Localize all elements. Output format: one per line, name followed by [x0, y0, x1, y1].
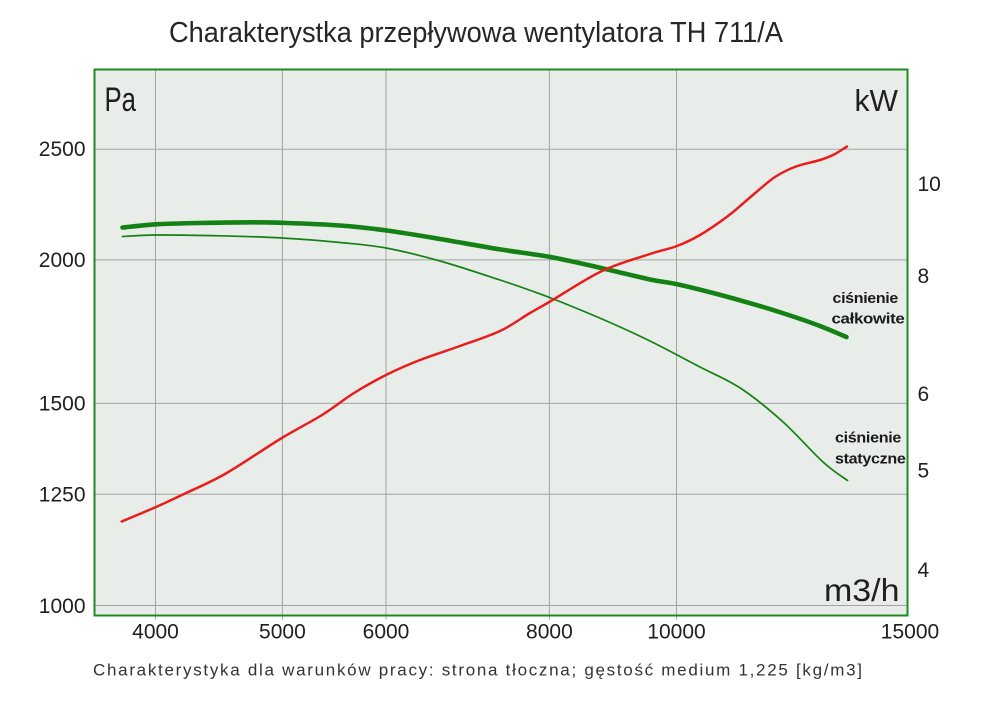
svg-text:całkowite: całkowite — [832, 311, 905, 328]
svg-text:Charakterystyka dla warunków p: Charakterystyka dla warunków pracy: stro… — [93, 660, 862, 679]
svg-text:1500: 1500 — [39, 393, 86, 416]
svg-text:6000: 6000 — [363, 621, 410, 644]
svg-text:statyczne: statyczne — [835, 451, 906, 468]
svg-text:1250: 1250 — [39, 484, 86, 507]
svg-text:ciśnienie: ciśnienie — [835, 429, 901, 446]
svg-text:15000: 15000 — [881, 621, 939, 644]
svg-text:5000: 5000 — [259, 621, 306, 644]
svg-text:10: 10 — [918, 173, 941, 196]
svg-text:8: 8 — [918, 265, 930, 288]
svg-text:5: 5 — [918, 460, 930, 483]
svg-text:2500: 2500 — [39, 138, 86, 161]
svg-text:6: 6 — [918, 383, 930, 406]
svg-text:1000: 1000 — [39, 595, 86, 618]
svg-text:4000: 4000 — [132, 621, 179, 644]
svg-text:4: 4 — [918, 559, 930, 582]
svg-text:8000: 8000 — [526, 621, 573, 644]
svg-text:10000: 10000 — [647, 621, 705, 644]
svg-text:ciśnienie: ciśnienie — [833, 290, 899, 307]
svg-text:kW: kW — [855, 83, 899, 118]
svg-text:Charakterystka przepływowa wen: Charakterystka przepływowa wentylatora T… — [169, 17, 784, 49]
svg-text:2000: 2000 — [39, 249, 86, 272]
svg-text:m3/h: m3/h — [824, 572, 900, 608]
svg-text:Pa: Pa — [105, 81, 137, 119]
